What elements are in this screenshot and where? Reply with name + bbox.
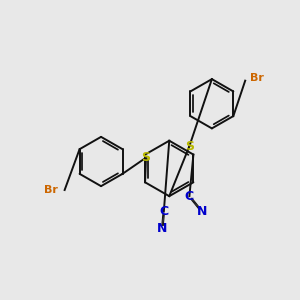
Text: N: N bbox=[196, 205, 207, 218]
Text: S: S bbox=[185, 140, 194, 153]
Text: C: C bbox=[185, 190, 194, 203]
Text: Br: Br bbox=[44, 185, 58, 195]
Text: S: S bbox=[142, 151, 151, 164]
Text: C: C bbox=[159, 205, 168, 218]
Text: N: N bbox=[157, 222, 167, 235]
Text: Br: Br bbox=[250, 73, 264, 83]
